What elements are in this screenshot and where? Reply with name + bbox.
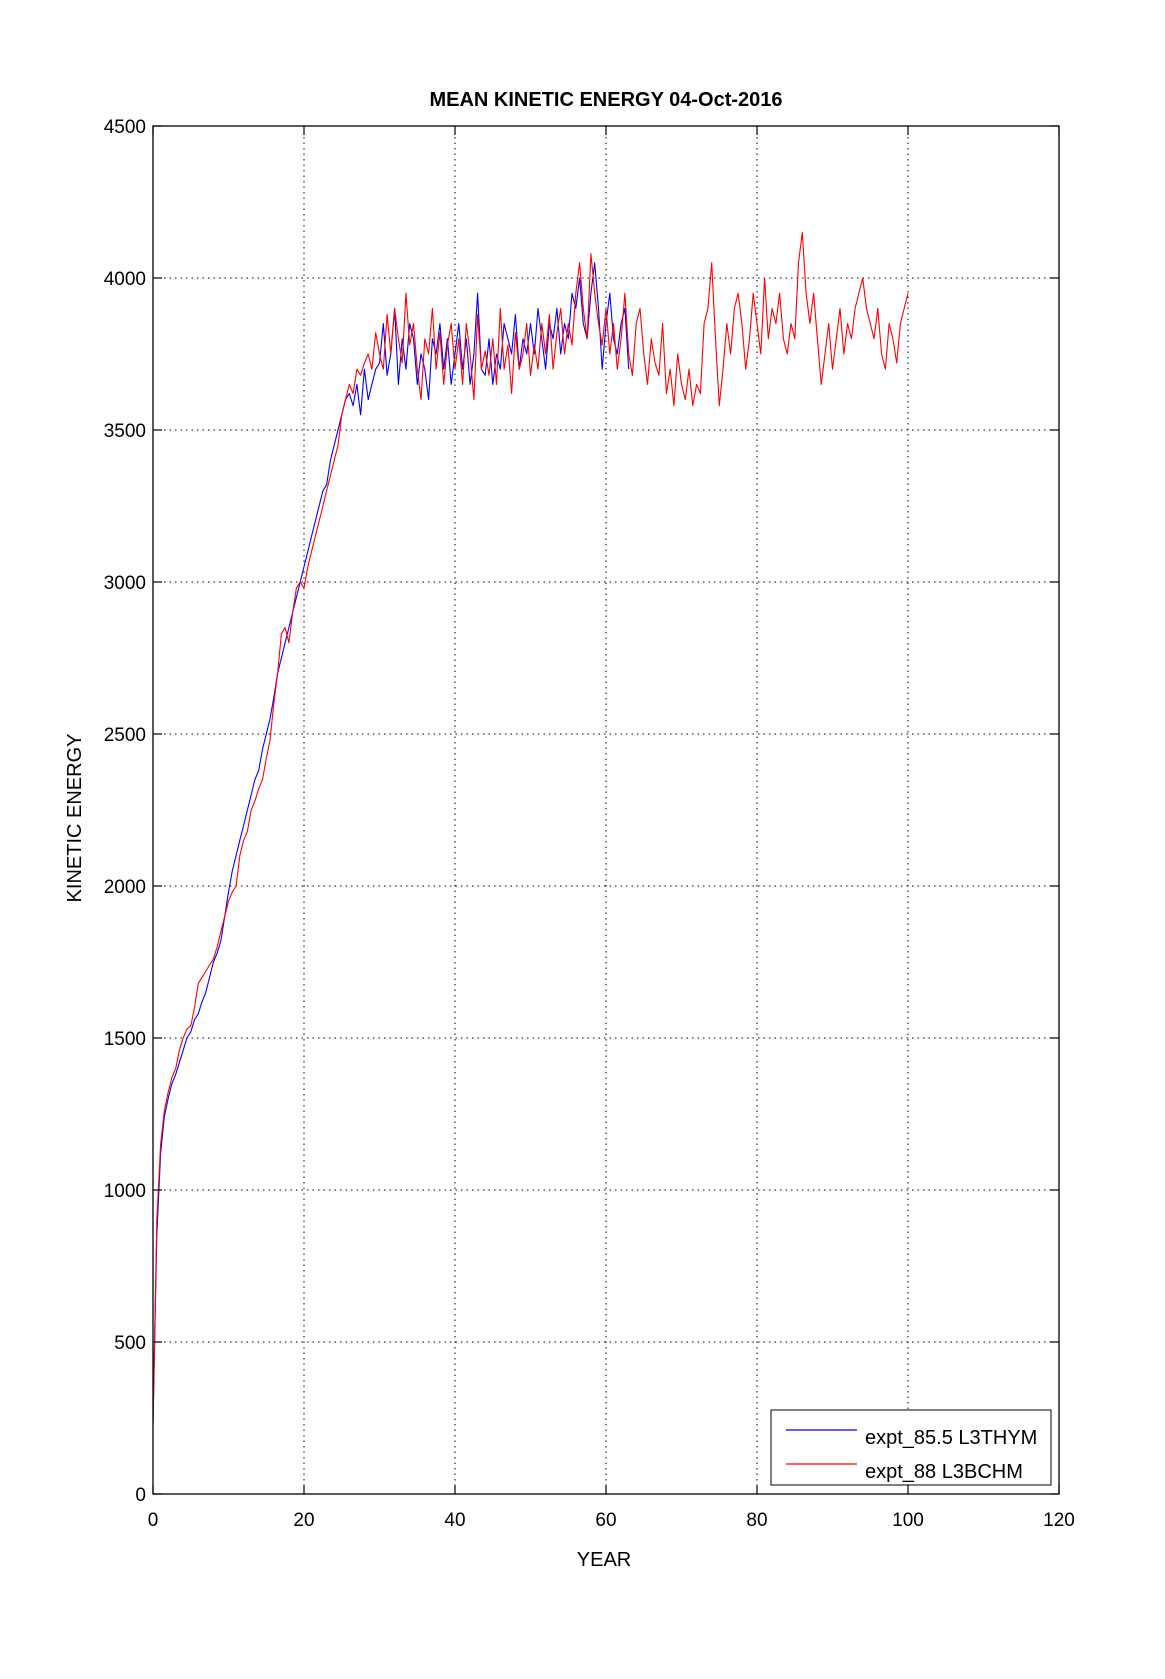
y-tick-labels: 0 500 1000 1500 2000 2500 3000 3500 4000 4500 <box>104 117 146 1506</box>
y-tick-label: 500 <box>114 1333 146 1354</box>
legend-label-expt-85-5: expt_85.5 L3THYM <box>865 1427 1037 1449</box>
x-tick-label: 120 <box>1043 1510 1075 1531</box>
chart-title: MEAN KINETIC ENERGY 04-Oct-2016 <box>429 89 782 111</box>
x-tick-label: 100 <box>892 1510 924 1531</box>
legend-label-expt-88: expt_88 L3BCHM <box>865 1461 1023 1483</box>
y-tick-label: 3000 <box>104 573 146 594</box>
x-tick-label: 20 <box>293 1510 314 1531</box>
grid-lines <box>153 126 1059 1494</box>
x-tick-label: 80 <box>746 1510 767 1531</box>
y-tick-label: 1000 <box>104 1181 146 1202</box>
x-tick-labels: 0 20 40 60 80 100 120 <box>148 1510 1075 1531</box>
y-tick-label: 4000 <box>104 269 146 290</box>
y-tick-label: 2000 <box>104 877 146 898</box>
x-tick-label: 60 <box>595 1510 616 1531</box>
legend: expt_85.5 L3THYM expt_88 L3BCHM <box>770 1409 1052 1486</box>
y-tick-label: 2500 <box>104 725 146 746</box>
y-tick-label: 0 <box>135 1485 146 1506</box>
tick-marks <box>152 125 1060 1495</box>
series-lines <box>152 231 909 1425</box>
y-tick-label: 1500 <box>104 1029 146 1050</box>
x-tick-label: 40 <box>444 1510 465 1531</box>
y-tick-label: 4500 <box>104 117 146 138</box>
y-tick-label: 3500 <box>104 421 146 442</box>
series-line-expt-88 <box>152 231 909 1425</box>
x-tick-label: 0 <box>148 1510 159 1531</box>
x-axis-label: YEAR <box>577 1549 631 1571</box>
legend-box <box>770 1409 1052 1486</box>
y-axis-label: KINETIC ENERGY <box>64 734 86 903</box>
